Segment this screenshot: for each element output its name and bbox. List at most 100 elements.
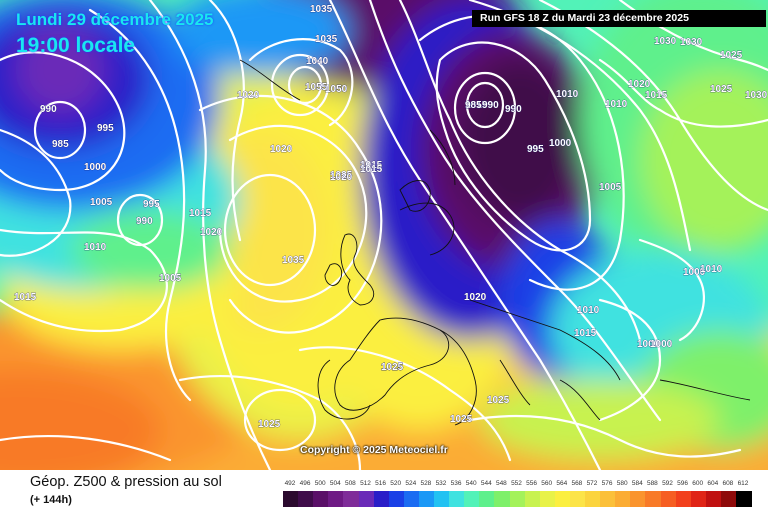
isobar-label: 1020 (464, 292, 487, 303)
legend-label: 568 (571, 480, 583, 487)
legend-swatch (388, 491, 405, 507)
legend-swatch (434, 491, 450, 507)
isobar-label: 1005 (599, 182, 622, 193)
isobar-label: 1040 (306, 56, 329, 67)
legend-swatch (524, 491, 541, 507)
legend-label: 524 (405, 480, 417, 487)
isobar-label: 1000 (650, 339, 673, 350)
legend-swatch (705, 491, 722, 507)
legend-label: 528 (420, 480, 432, 487)
isobar-label: 1015 (14, 292, 37, 303)
legend-label: 560 (541, 480, 553, 487)
legend-labels: 492 496 500 504 508 512 516 520 524 528 532 536 540 5… (283, 480, 751, 489)
isobar-label: 1000 (637, 339, 660, 350)
isobar-label: 1055 (305, 82, 328, 93)
legend-label: 608 (722, 480, 734, 487)
legend-label: 576 (601, 480, 613, 487)
legend-swatch (313, 491, 329, 507)
isobar-label: 1030 (745, 90, 768, 101)
run-info-banner: Run GFS 18 Z du Mardi 23 décembre 2025 (472, 10, 766, 27)
legend-label: 540 (465, 480, 477, 487)
color-legend: 492 496 500 504 508 512 516 520 524 528 532 536 540 5… (283, 480, 752, 507)
legend-label: 516 (375, 480, 387, 487)
isobar-label: 1020 (200, 227, 223, 238)
legend-swatch (494, 491, 510, 507)
isobar-label: 1025 (450, 414, 473, 425)
isobar-label: 1005 (90, 197, 113, 208)
legend-label: 584 (631, 480, 643, 487)
isobar-label: 990 (136, 216, 153, 227)
isobar-label: 1025 (381, 362, 404, 373)
isobar-label: 1030 (654, 36, 677, 47)
isobar-label: 1010 (700, 264, 723, 275)
legend-swatch (630, 491, 646, 507)
isobar-label: 1000 (84, 162, 107, 173)
legend-label: 604 (707, 480, 719, 487)
isobar-label: 1020 (628, 79, 651, 90)
legend-swatch (539, 491, 556, 507)
legend-label: 612 (737, 480, 749, 487)
isobar-label: 1035 (315, 34, 338, 45)
isobar-label: 985 (52, 139, 69, 150)
isobar-label: 1025 (330, 170, 353, 181)
legend-label: 508 (344, 480, 356, 487)
legend-label: 548 (495, 480, 507, 487)
isobar-label: 1015 (360, 160, 383, 171)
isobar-label: 995 (527, 144, 544, 155)
legend-swatch (418, 491, 435, 507)
legend-label: 504 (329, 480, 341, 487)
isobar-label: 1015 (189, 208, 212, 219)
isobar-label: 985 (465, 100, 482, 111)
legend-label: 572 (586, 480, 598, 487)
legend-label: 596 (677, 480, 689, 487)
legend-swatch (600, 491, 616, 507)
legend-swatch (343, 491, 359, 507)
forecast-time: 19:00 locale (16, 34, 136, 57)
forecast-date: Lundi 29 décembre 2025 (16, 10, 214, 29)
isobar-label: 990 (505, 104, 522, 115)
isobar-lines (0, 0, 768, 470)
chart-title: Géop. Z500 & pression au sol (30, 474, 222, 490)
legend-swatch (736, 491, 752, 507)
coastlines (239, 59, 751, 426)
isobar-label: 1015 (574, 328, 597, 339)
legend-swatch (464, 491, 480, 507)
legend-label: 552 (511, 480, 522, 487)
isobar-label: 1010 (605, 99, 628, 110)
legend-label: 520 (390, 480, 402, 487)
isobar-label: 1010 (577, 305, 600, 316)
legend-label: 592 (662, 480, 673, 487)
legend-swatch (509, 491, 526, 507)
legend-label: 532 (435, 480, 447, 487)
isobar-label: 1020 (270, 144, 293, 155)
isobar-label: 1020 (237, 90, 260, 101)
isobar-label: 1000 (683, 267, 706, 278)
isobar-label: 1015 (645, 90, 668, 101)
legend-label: 564 (556, 480, 568, 487)
legend-label: 600 (692, 480, 704, 487)
legend-swatch (298, 491, 314, 507)
legend-swatch (645, 491, 661, 507)
legend-label: 556 (526, 480, 538, 487)
legend-label: 500 (314, 480, 326, 487)
geopotential-map: 1035 1030 1020 1025 990 985 995 1000 1005 995 990 1… (0, 0, 768, 470)
legend-swatch (585, 491, 601, 507)
isobar-label: 1035 (310, 4, 333, 15)
legend-swatch (373, 491, 390, 507)
legend-label: 544 (480, 480, 492, 487)
legend-label: 512 (360, 480, 371, 487)
legend-swatches (283, 491, 752, 507)
isobar-label: 1025 (710, 84, 733, 95)
legend-swatch (720, 491, 737, 507)
isobar-label: 1005 (159, 273, 182, 284)
legend-swatch (328, 491, 344, 507)
isobar-label: 1025 (487, 395, 510, 406)
copyright-notice: Copyright © 2025 Meteociel.fr (300, 444, 448, 456)
legend-swatch (660, 491, 677, 507)
isobar-label: 1025 (720, 50, 743, 61)
isobar-label: 1015 (360, 164, 383, 175)
isobar-label: 1035 (282, 255, 305, 266)
isobar-label: 1010 (556, 89, 579, 100)
isobar-label: 995 (97, 123, 114, 134)
legend-swatch (449, 491, 465, 507)
